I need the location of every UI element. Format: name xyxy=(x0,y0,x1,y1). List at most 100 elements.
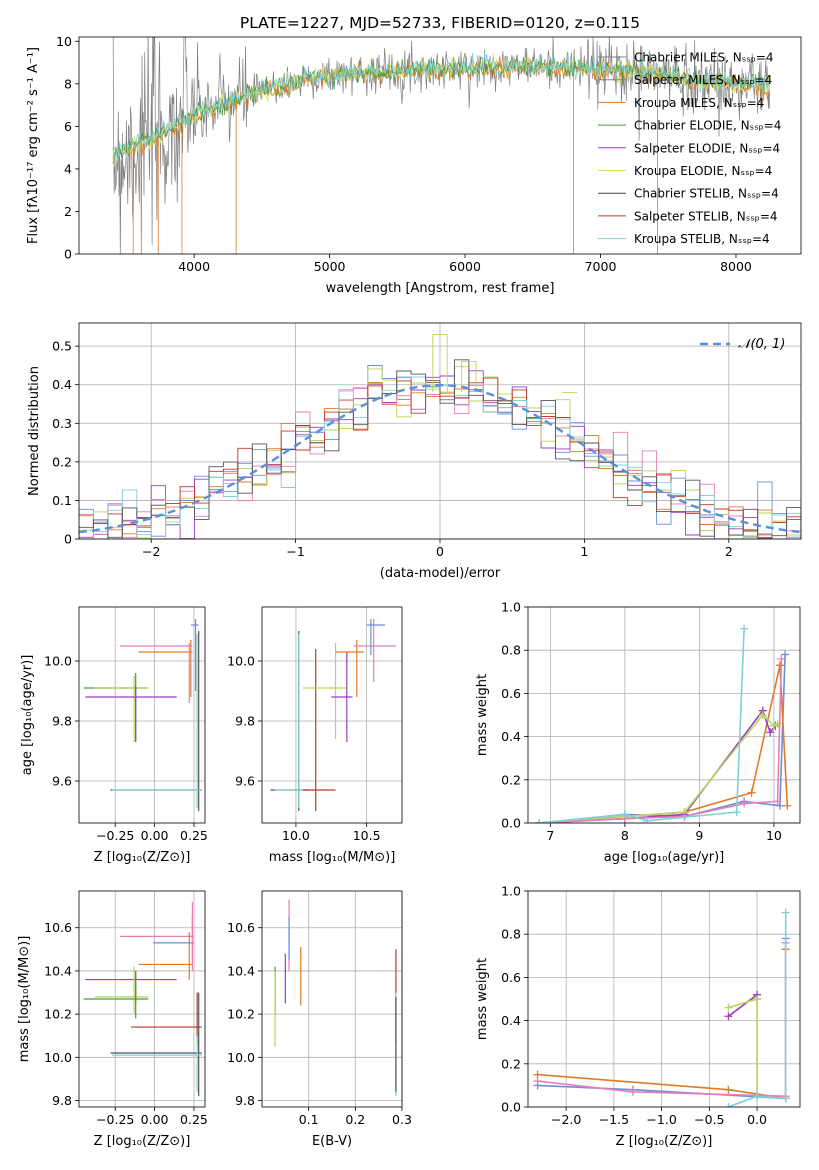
ytick-label: 1.0 xyxy=(501,884,521,899)
ytick-label: 0.2 xyxy=(501,772,521,787)
xtick-label: −1.0 xyxy=(646,1112,676,1127)
xtick-label: 7 xyxy=(546,828,554,843)
ytick-label: 0.6 xyxy=(501,686,521,701)
series xyxy=(724,908,790,1107)
ytick-label: 0.1 xyxy=(52,493,72,508)
plus-marker xyxy=(781,908,790,917)
plot-area xyxy=(79,334,801,539)
data-point xyxy=(83,673,149,739)
xtick-label: 0.1 xyxy=(299,1112,319,1127)
y-axis-label: Flux [fλ10⁻¹⁷ erg cm⁻² s⁻¹ A⁻¹] xyxy=(26,47,41,244)
series xyxy=(724,990,762,1021)
ytick-label: 4 xyxy=(64,161,72,176)
data-point xyxy=(138,932,193,980)
ytick-label: 0.4 xyxy=(501,1013,521,1028)
legend-label: Chabrier ELODIE, Nₛₛₚ=4 xyxy=(634,119,781,133)
ytick-label: 0.2 xyxy=(52,454,72,469)
xtick-label: 0.00 xyxy=(141,1112,169,1127)
ytick-label: 0.4 xyxy=(52,377,72,392)
plus-marker xyxy=(628,1087,637,1096)
plot-area xyxy=(535,624,792,823)
xtick-label: 8000 xyxy=(720,259,752,274)
series xyxy=(535,711,782,823)
ytick-label: 9.6 xyxy=(235,774,255,789)
panel-2: −0.25 0.00 0.25 9.6 9.8 10.0 Z [log₁₀(Z/Z⊙)] ag… xyxy=(20,606,208,865)
plot-area xyxy=(112,37,771,254)
ytick-label: 0.4 xyxy=(501,729,521,744)
xtick-label: 6000 xyxy=(449,259,481,274)
data-point xyxy=(110,992,202,1097)
data-point xyxy=(83,970,149,1019)
figure-title: PLATE=1227, MJD=52733, FIBERID=0120, z=0… xyxy=(240,14,640,32)
data-point xyxy=(335,640,364,697)
plus-marker xyxy=(535,819,544,823)
ytick-label: 10 xyxy=(56,34,72,49)
xtick-label: 4000 xyxy=(178,259,210,274)
series-line xyxy=(539,658,783,823)
histogram-peak-bin xyxy=(432,334,448,393)
series-line xyxy=(539,713,779,823)
xtick-label: 10.0 xyxy=(282,828,310,843)
ytick-label: 10.6 xyxy=(227,920,255,935)
x-axis-label: E(B-V) xyxy=(312,1134,352,1149)
xtick-label: 5000 xyxy=(314,259,346,274)
plot-area xyxy=(274,899,397,1097)
series xyxy=(535,624,749,823)
plus-marker xyxy=(758,711,767,719)
plot-area xyxy=(83,619,202,811)
ytick-label: 0 xyxy=(64,532,72,547)
ytick-label: 0.8 xyxy=(501,643,521,658)
series-line xyxy=(728,912,787,1107)
y-axis-label: mass [log₁₀(M/M⊙)] xyxy=(17,936,32,1063)
legend-label: Salpeter ELODIE, Nₛₛₚ=4 xyxy=(634,141,780,155)
data-point xyxy=(303,649,336,811)
ytick-label: 10.0 xyxy=(44,654,72,669)
panel-0: 4000 5000 6000 7000 8000 0 2 4 6 8 10 wavelength [A… xyxy=(26,34,802,296)
xtick-label: 0.2 xyxy=(345,1112,365,1127)
plus-marker xyxy=(724,1103,733,1107)
xtick-label: 0.3 xyxy=(392,1112,412,1127)
plus-marker xyxy=(775,801,784,810)
data-point xyxy=(112,1035,202,1092)
data-point xyxy=(94,966,149,1015)
x-axis-label: Z [log₁₀(Z/Z⊙)] xyxy=(94,850,191,865)
xtick-label: −1 xyxy=(286,544,304,559)
ytick-label: 10.2 xyxy=(227,1007,255,1022)
model-spectrum-line xyxy=(112,53,770,164)
data-point xyxy=(303,643,347,739)
data-point xyxy=(366,619,386,655)
series xyxy=(535,706,780,823)
x-axis-label: mass [log₁₀(M/M⊙)] xyxy=(269,850,396,865)
plot-area xyxy=(83,901,202,1097)
xtick-label: 9 xyxy=(695,828,703,843)
xtick-label: 7000 xyxy=(585,259,617,274)
axes-frame xyxy=(527,606,801,824)
legend-label: Salpeter MILES, Nₛₛₚ=4 xyxy=(634,73,772,87)
ytick-label: 0.0 xyxy=(501,816,521,831)
axes-frame xyxy=(261,606,403,824)
axes-frame xyxy=(261,890,403,1108)
ytick-label: 0.6 xyxy=(501,970,521,985)
xtick-label: 10.5 xyxy=(353,828,381,843)
plus-marker xyxy=(620,810,629,819)
xtick-label: 8 xyxy=(621,828,629,843)
ytick-label: 9.8 xyxy=(52,714,72,729)
y-axis-label: mass weight xyxy=(475,674,490,756)
legend-label: 𝒩(0, 1) xyxy=(738,337,785,352)
xtick-label: −2.0 xyxy=(551,1112,581,1127)
plus-marker xyxy=(732,808,741,817)
ytick-label: 10.2 xyxy=(44,1007,72,1022)
axes-frame xyxy=(78,322,802,540)
legend-label: Kroupa STELIB, Nₛₛₚ=4 xyxy=(634,232,770,246)
data-point xyxy=(112,634,202,808)
plus-marker xyxy=(773,797,782,806)
data-point xyxy=(119,643,193,703)
data-point xyxy=(153,916,194,961)
normal-distribution-curve xyxy=(79,383,801,534)
data-point xyxy=(331,652,353,742)
ytick-label: 10.0 xyxy=(44,1050,72,1065)
histogram-step-line xyxy=(79,359,801,539)
ytick-label: 2 xyxy=(64,204,72,219)
ytick-label: 10.4 xyxy=(227,963,255,978)
model-spectrum-line xyxy=(112,52,770,164)
